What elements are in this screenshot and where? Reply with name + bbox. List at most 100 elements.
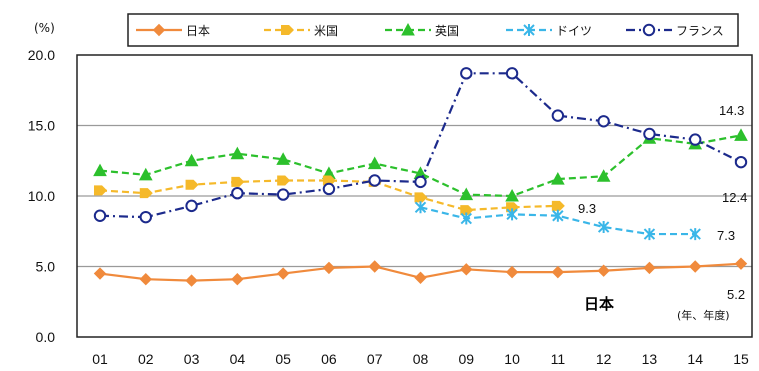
x-axis-ticks: 01 02 03 04 05 06 07 08 09 10 11 12 13 14 15 [92,351,749,367]
x-tick-label: 01 [92,351,108,367]
x-tick-label: 12 [596,351,612,367]
x-tick-label: 11 [551,351,566,367]
series-4 [93,67,748,224]
annotation-us-last: 9.3 [578,201,596,216]
y-axis-ticks: 0.0 5.0 10.0 15.0 20.0 [28,47,55,345]
legend-swatch-marker [401,22,415,36]
annotation-uk-last: 14.3 [719,103,744,118]
series-group [93,67,748,287]
data-point [414,192,428,203]
x-tick-label: 03 [184,351,200,367]
data-point [94,185,107,196]
data-point [459,187,474,201]
y-tick-label: 10.0 [28,188,55,204]
data-point [276,152,290,165]
legend-swatch-marker [281,25,294,35]
data-point [368,260,381,273]
y-tick-label: 5.0 [36,259,56,275]
x-tick-label: 09 [458,351,474,367]
axes [76,54,753,338]
data-point [689,133,702,146]
series-3 [414,201,701,241]
legend-label: 日本 [186,24,210,38]
data-point [552,209,564,222]
data-point [414,271,427,284]
legend-label: ドイツ [556,24,592,38]
legend-label: フランス [676,24,724,38]
data-point [322,261,336,275]
data-point [551,200,565,211]
data-point [231,176,245,187]
data-point [93,209,107,222]
data-point [139,210,152,224]
data-point [643,127,656,141]
data-point [460,212,472,225]
data-point [734,128,748,141]
data-point [184,153,199,167]
x-tick-label: 14 [687,351,703,367]
data-point [643,228,656,241]
data-point [505,67,519,80]
y-tick-label: 20.0 [28,47,55,63]
series-line [99,179,558,212]
legend-label: 米国 [314,24,338,38]
data-point [414,201,427,214]
data-point [505,188,519,202]
annotation-germany-last: 7.3 [717,228,735,243]
data-point [230,146,245,160]
data-point [505,265,519,279]
data-point [551,109,565,122]
plot-frame [76,54,753,338]
data-point [414,175,427,189]
annotation-france-last: 12.4 [722,190,747,205]
x-tick-label: 07 [367,351,383,367]
data-point [597,115,610,128]
data-point [139,188,153,199]
legend-swatch-marker [642,23,656,37]
data-point [368,174,381,187]
annotation-japan-label: 日本 [584,295,614,313]
data-point [138,167,153,181]
data-point [185,179,199,190]
data-point [276,188,290,201]
legend-swatch-marker [152,23,166,37]
data-point [734,257,748,270]
legend-label: 英国 [435,24,459,38]
data-point [460,263,473,276]
x-tick-label: 06 [321,351,337,367]
data-point [596,169,611,182]
series-1 [94,175,565,216]
x-tick-label: 13 [642,351,658,367]
data-point [367,156,382,170]
data-point [276,267,290,280]
data-point [277,175,291,186]
legend: 日本 米国 英国 ドイツ フランス [127,13,739,47]
x-tick-label: 05 [275,351,291,367]
data-point [93,163,107,177]
annotation-japan-last: 5.2 [727,287,745,302]
data-point [734,155,748,169]
x-tick-label: 10 [504,351,520,367]
data-point [231,186,244,200]
data-point [322,182,336,196]
data-point [597,221,610,234]
data-point [551,172,565,185]
data-point [506,208,518,221]
data-point [185,199,198,213]
data-point [231,272,244,286]
y-tick-label: 0.0 [36,329,56,345]
data-point [460,205,474,216]
data-point [185,274,198,287]
series-0 [93,257,748,287]
x-tick-label: 04 [230,351,246,367]
y-tick-label: 15.0 [28,118,55,134]
data-point [322,175,336,186]
x-tick-label: 02 [138,351,154,367]
data-point [643,261,656,275]
x-tick-label: 15 [733,351,749,367]
data-point [139,272,152,286]
data-point [551,265,565,279]
x-tick-label: 08 [413,351,429,367]
data-point [93,267,107,280]
